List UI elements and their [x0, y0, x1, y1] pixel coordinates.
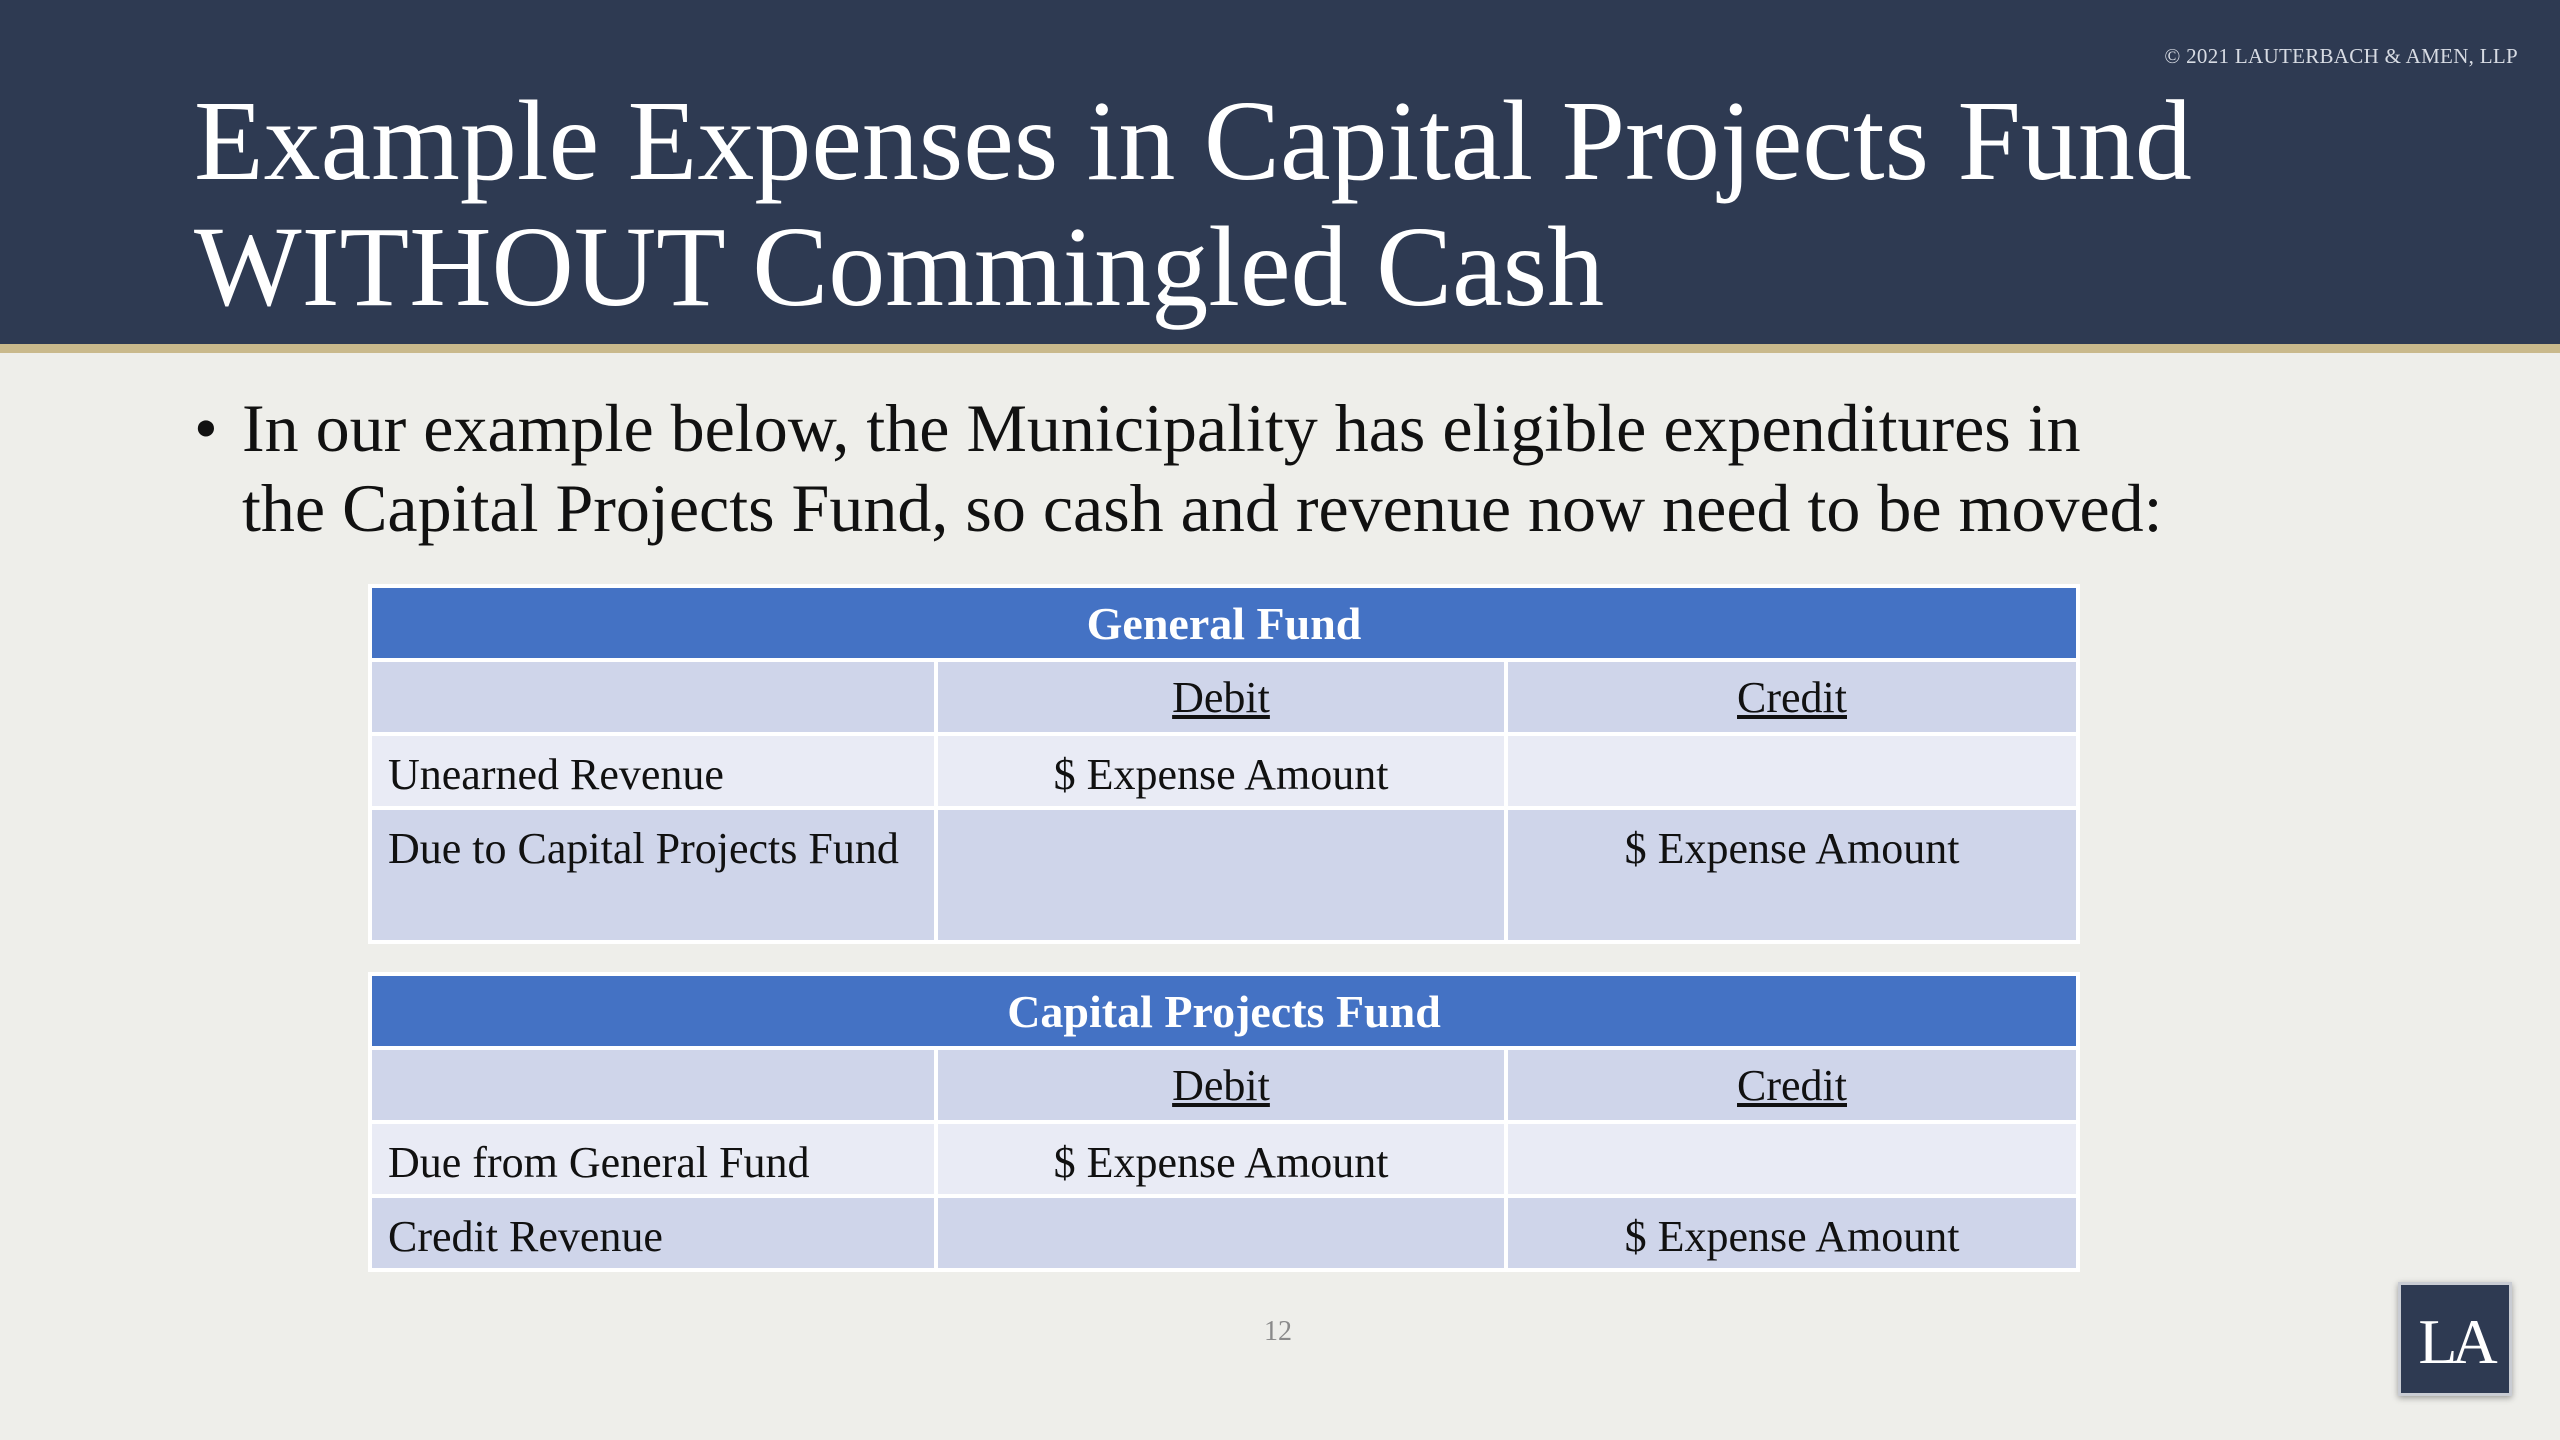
- debit-header: Debit: [1172, 672, 1270, 722]
- credit-cell: $ Expense Amount: [1503, 806, 2081, 944]
- credit-header: Credit: [1737, 672, 1847, 722]
- capital-projects-fund-title: Capital Projects Fund: [367, 972, 2081, 1050]
- table-row: Unearned Revenue $ Expense Amount: [368, 732, 2081, 810]
- account-cell: Due to Capital Projects Fund: [368, 806, 938, 944]
- debit-cell: $ Expense Amount: [934, 732, 1508, 810]
- debit-header: Debit: [1172, 1060, 1270, 1110]
- copyright-notice: © 2021 LAUTERBACH & AMEN, LLP: [2164, 44, 2518, 68]
- table-row: Credit Revenue $ Expense Amount: [368, 1194, 2081, 1272]
- credit-cell: [1503, 1120, 2081, 1198]
- page-number: 12: [1264, 1316, 1292, 1347]
- account-header-cell: [368, 658, 938, 736]
- credit-cell: $ Expense Amount: [1503, 1194, 2081, 1272]
- credit-cell: [1503, 732, 2081, 810]
- bullet-icon: •: [194, 390, 218, 466]
- account-cell: Unearned Revenue: [368, 732, 938, 810]
- debit-cell: [934, 806, 1508, 944]
- slide-title: Example Expenses in Capital Projects Fun…: [194, 78, 2494, 330]
- slide-header: © 2021 LAUTERBACH & AMEN, LLP Example Ex…: [0, 0, 2560, 344]
- credit-header-cell: Credit: [1503, 1046, 2081, 1124]
- title-line-1: Example Expenses in Capital Projects Fun…: [194, 77, 2192, 204]
- debit-cell: $ Expense Amount: [934, 1120, 1508, 1198]
- bullet-text: In our example below, the Municipality h…: [242, 388, 2422, 548]
- debit-header-cell: Debit: [934, 658, 1508, 736]
- account-header-cell: [368, 1046, 938, 1124]
- bullet-line-1: In our example below, the Municipality h…: [242, 390, 2081, 466]
- table-row: Due to Capital Projects Fund $ Expense A…: [368, 806, 2081, 944]
- credit-header: Credit: [1737, 1060, 1847, 1110]
- credit-header-cell: Credit: [1503, 658, 2081, 736]
- debit-header-cell: Debit: [934, 1046, 1508, 1124]
- header-divider: [0, 344, 2560, 353]
- table-header-row: Debit Credit: [368, 658, 2081, 736]
- account-cell: Credit Revenue: [368, 1194, 938, 1272]
- account-cell: Due from General Fund: [368, 1120, 938, 1198]
- general-fund-table: General Fund Debit Credit Unearned Reven…: [367, 584, 2081, 944]
- debit-cell: [934, 1194, 1508, 1272]
- company-logo: LA: [2398, 1282, 2512, 1396]
- capital-projects-fund-table: Capital Projects Fund Debit Credit Due f…: [367, 972, 2081, 1272]
- bullet-line-2: the Capital Projects Fund, so cash and r…: [242, 470, 2163, 546]
- general-fund-title: General Fund: [367, 584, 2081, 662]
- title-line-2: WITHOUT Commingled Cash: [194, 203, 1605, 330]
- table-header-row: Debit Credit: [368, 1046, 2081, 1124]
- table-row: Due from General Fund $ Expense Amount: [368, 1120, 2081, 1198]
